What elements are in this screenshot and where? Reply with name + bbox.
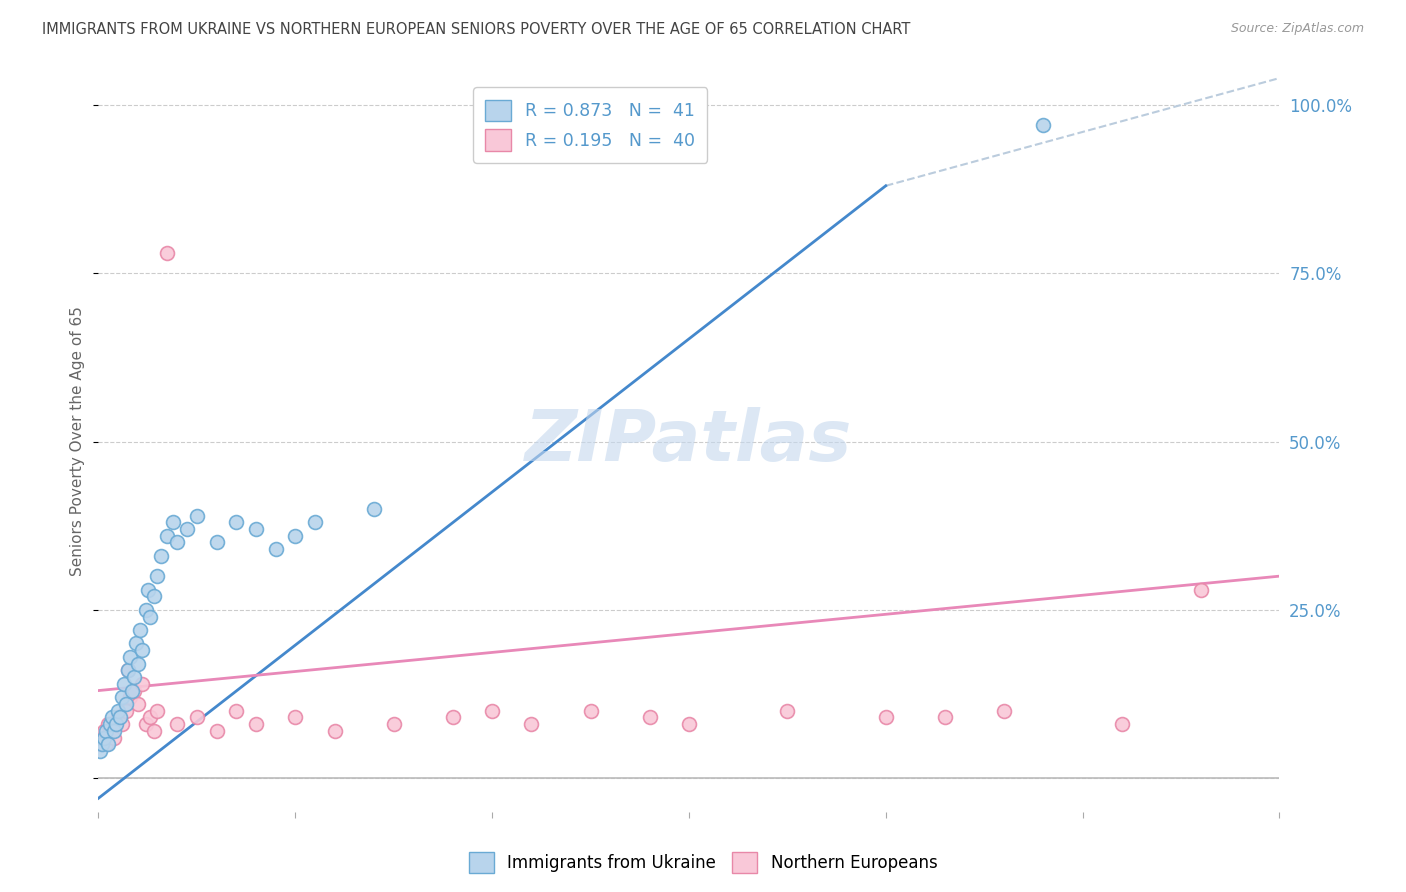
Point — [142, 590, 165, 604]
Point — [91, 731, 114, 745]
Point — [363, 501, 385, 516]
Point — [127, 697, 149, 711]
Legend: Immigrants from Ukraine, Northern Europeans: Immigrants from Ukraine, Northern Europe… — [461, 846, 945, 880]
Point — [579, 704, 602, 718]
Point — [93, 723, 115, 738]
Point — [245, 522, 267, 536]
Point — [131, 677, 153, 691]
Point — [146, 704, 169, 718]
Point — [122, 683, 145, 698]
Point — [122, 670, 145, 684]
Point — [205, 535, 228, 549]
Point — [166, 535, 188, 549]
Point — [107, 710, 129, 724]
Point — [135, 603, 157, 617]
Point — [91, 738, 114, 752]
Point — [875, 710, 897, 724]
Point — [103, 731, 125, 745]
Point — [117, 664, 139, 678]
Point — [186, 508, 208, 523]
Point — [678, 717, 700, 731]
Point — [186, 710, 208, 724]
Y-axis label: Seniors Poverty Over the Age of 65: Seniors Poverty Over the Age of 65 — [70, 307, 86, 576]
Point — [97, 738, 120, 752]
Point — [121, 683, 143, 698]
Point — [441, 710, 464, 724]
Point — [176, 522, 198, 536]
Point — [128, 623, 150, 637]
Point — [520, 717, 543, 731]
Point — [638, 710, 661, 724]
Text: Source: ZipAtlas.com: Source: ZipAtlas.com — [1230, 22, 1364, 36]
Point — [150, 549, 173, 563]
Point — [98, 717, 121, 731]
Point — [103, 723, 125, 738]
Point — [138, 609, 160, 624]
Point — [101, 710, 124, 724]
Point — [98, 723, 121, 738]
Point — [323, 723, 346, 738]
Point — [1189, 582, 1212, 597]
Point — [96, 738, 118, 752]
Point — [111, 690, 134, 705]
Point — [125, 636, 148, 650]
Point — [89, 744, 111, 758]
Point — [105, 717, 128, 731]
Point — [1111, 717, 1133, 731]
Point — [146, 569, 169, 583]
Point — [127, 657, 149, 671]
Point — [97, 717, 120, 731]
Point — [115, 697, 138, 711]
Point — [136, 582, 159, 597]
Point — [96, 723, 118, 738]
Point — [225, 516, 247, 530]
Point — [89, 738, 111, 752]
Text: ZIPatlas: ZIPatlas — [526, 407, 852, 476]
Point — [382, 717, 405, 731]
Point — [993, 704, 1015, 718]
Point — [107, 704, 129, 718]
Point — [135, 717, 157, 731]
Point — [304, 516, 326, 530]
Point — [138, 710, 160, 724]
Point — [205, 723, 228, 738]
Point — [264, 542, 287, 557]
Text: IMMIGRANTS FROM UKRAINE VS NORTHERN EUROPEAN SENIORS POVERTY OVER THE AGE OF 65 : IMMIGRANTS FROM UKRAINE VS NORTHERN EURO… — [42, 22, 911, 37]
Point — [166, 717, 188, 731]
Point — [118, 649, 141, 664]
Point — [115, 704, 138, 718]
Point — [112, 677, 135, 691]
Point — [118, 690, 141, 705]
Point — [117, 664, 139, 678]
Point — [108, 710, 131, 724]
Point — [162, 516, 184, 530]
Point — [156, 246, 179, 260]
Point — [1032, 118, 1054, 132]
Point — [776, 704, 799, 718]
Point — [481, 704, 503, 718]
Point — [142, 723, 165, 738]
Legend: R = 0.873   N =  41, R = 0.195   N =  40: R = 0.873 N = 41, R = 0.195 N = 40 — [474, 87, 707, 163]
Point — [93, 731, 115, 745]
Point — [284, 529, 307, 543]
Point — [131, 643, 153, 657]
Point — [111, 717, 134, 731]
Point — [156, 529, 179, 543]
Point — [284, 710, 307, 724]
Point — [934, 710, 956, 724]
Point — [225, 704, 247, 718]
Point — [245, 717, 267, 731]
